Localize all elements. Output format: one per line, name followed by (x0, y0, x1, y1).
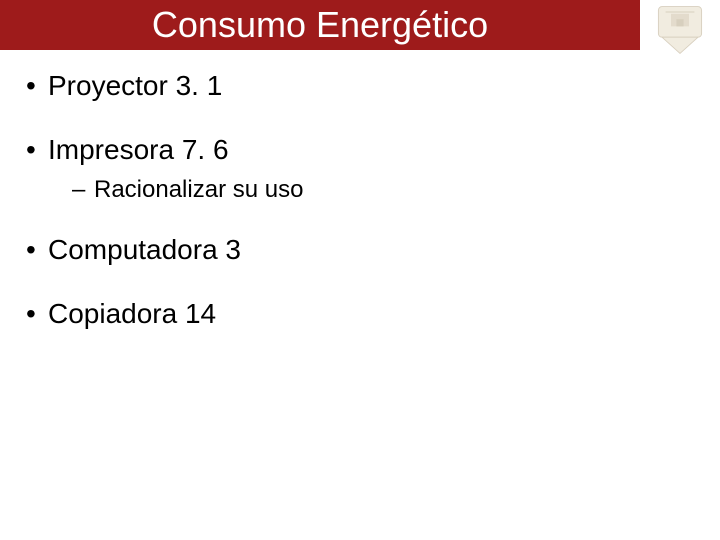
bullet-item: • Computadora 3 (26, 234, 694, 266)
title-bar: Consumo Energético (0, 0, 640, 50)
bullet-item: • Impresora 7. 6 (26, 134, 694, 166)
slide-title: Consumo Energético (0, 4, 640, 46)
slide: Consumo Energético • Proyector 3. 1 • Im… (0, 0, 720, 540)
bullet-text: Computadora 3 (48, 234, 241, 266)
bullet-marker-icon: • (26, 134, 48, 166)
bullet-subitem: – Racionalizar su uso (72, 176, 694, 204)
bullet-item: • Copiadora 14 (26, 298, 694, 330)
bullet-text: Impresora 7. 6 (48, 134, 229, 166)
bullet-marker-icon: • (26, 234, 48, 266)
bullet-text: Copiadora 14 (48, 298, 216, 330)
slide-body: • Proyector 3. 1 • Impresora 7. 6 – Raci… (26, 60, 694, 362)
bullet-item: • Proyector 3. 1 (26, 70, 694, 102)
logo-area (640, 0, 720, 60)
bullet-marker-icon: • (26, 70, 48, 102)
bullet-marker-icon: • (26, 298, 48, 330)
dash-marker-icon: – (72, 176, 94, 204)
institution-crest-icon (653, 3, 707, 57)
bullet-text: Racionalizar su uso (94, 176, 303, 204)
bullet-text: Proyector 3. 1 (48, 70, 222, 102)
